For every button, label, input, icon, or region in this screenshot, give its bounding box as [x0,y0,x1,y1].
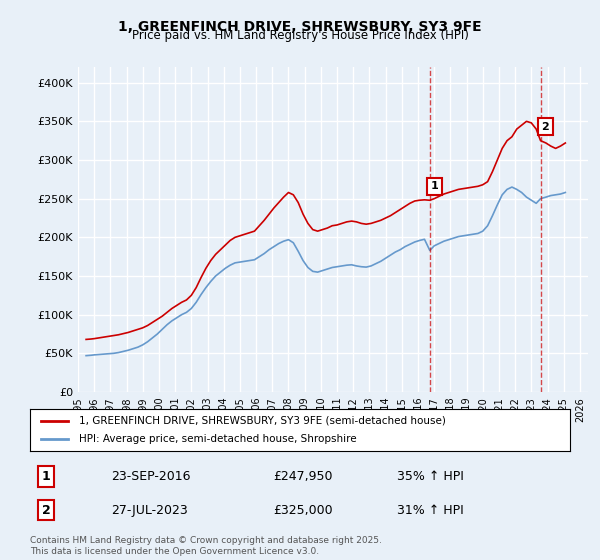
Text: 2: 2 [542,122,549,132]
Text: Contains HM Land Registry data © Crown copyright and database right 2025.
This d: Contains HM Land Registry data © Crown c… [30,536,382,556]
Text: Price paid vs. HM Land Registry's House Price Index (HPI): Price paid vs. HM Land Registry's House … [131,29,469,42]
Text: 35% ↑ HPI: 35% ↑ HPI [397,470,464,483]
Text: £325,000: £325,000 [273,503,332,517]
Text: 1, GREENFINCH DRIVE, SHREWSBURY, SY3 9FE (semi-detached house): 1, GREENFINCH DRIVE, SHREWSBURY, SY3 9FE… [79,416,445,426]
Text: HPI: Average price, semi-detached house, Shropshire: HPI: Average price, semi-detached house,… [79,434,356,444]
Text: 1, GREENFINCH DRIVE, SHREWSBURY, SY3 9FE: 1, GREENFINCH DRIVE, SHREWSBURY, SY3 9FE [118,20,482,34]
Text: 31% ↑ HPI: 31% ↑ HPI [397,503,464,517]
Text: £247,950: £247,950 [273,470,332,483]
Text: 1: 1 [431,181,439,192]
Text: 27-JUL-2023: 27-JUL-2023 [111,503,188,517]
Text: 2: 2 [42,503,50,517]
Text: 23-SEP-2016: 23-SEP-2016 [111,470,191,483]
Text: 1: 1 [42,470,50,483]
